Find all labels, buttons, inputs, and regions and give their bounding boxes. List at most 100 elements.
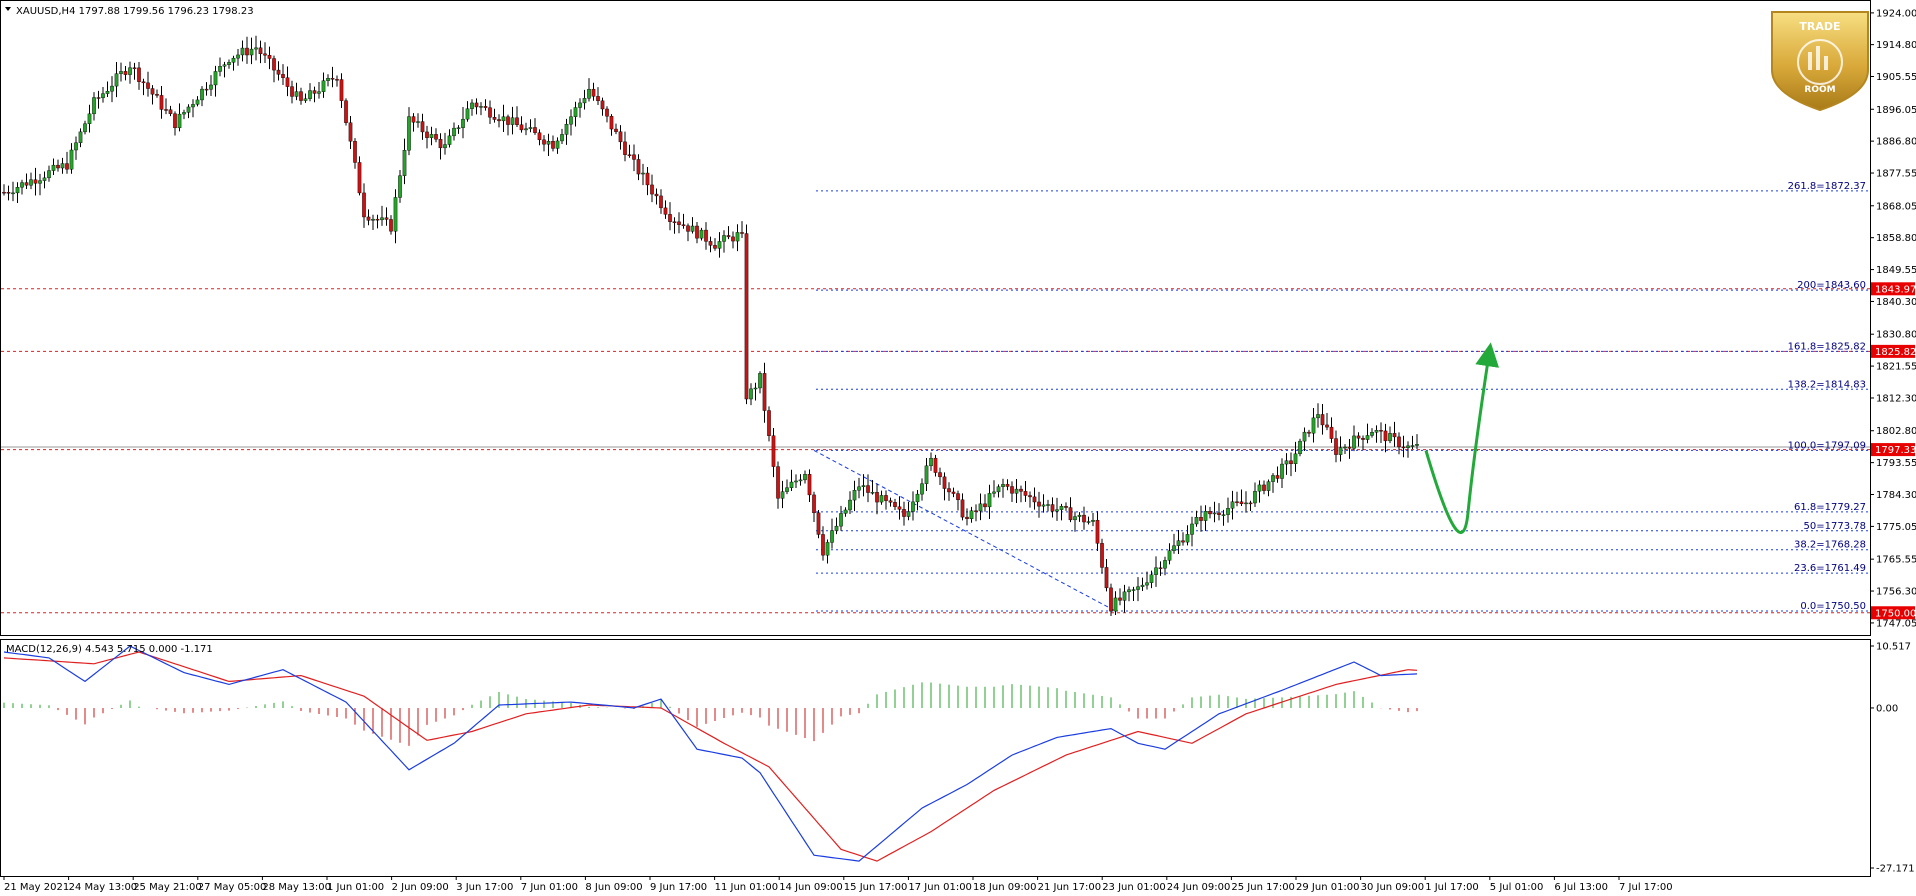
- bull-candle: [578, 102, 582, 108]
- bull-candle: [1194, 517, 1199, 525]
- bear-candle: [339, 79, 344, 101]
- bear-candle: [2, 191, 6, 194]
- bear-candle: [375, 218, 380, 221]
- bear-candle: [713, 245, 717, 249]
- bull-candle: [1343, 446, 1347, 449]
- bear-candle: [1158, 567, 1163, 569]
- bear-candle: [357, 162, 362, 194]
- bull-candle: [524, 128, 528, 131]
- fib-level-label: 23.6=1761.49: [1794, 563, 1866, 574]
- time-tick-label: 5 Jul 01:00: [1490, 882, 1544, 893]
- bear-candle: [1068, 507, 1073, 521]
- bull-candle: [465, 108, 470, 120]
- bear-candle: [663, 207, 668, 215]
- bear-candle: [677, 221, 681, 225]
- price-tick-label: 1924.00: [1876, 8, 1916, 19]
- bull-candle: [213, 71, 218, 86]
- bull-candle: [1149, 574, 1154, 583]
- bull-candle: [1415, 444, 1419, 446]
- bear-candle: [893, 502, 897, 507]
- bull-candle: [87, 113, 92, 124]
- macd-header-text: MACD(12,26,9) 4.543 5.715 0.000 -1.171: [6, 644, 213, 655]
- bull-candle: [128, 67, 132, 75]
- bear-candle: [348, 122, 353, 142]
- dropdown-triangle-icon: [5, 7, 11, 11]
- bear-candle: [1005, 484, 1010, 487]
- bull-candle: [564, 123, 569, 135]
- bull-candle: [1140, 584, 1145, 587]
- price-tick-label: 1821.55: [1876, 362, 1916, 373]
- bear-candle: [344, 100, 348, 123]
- bull-candle: [843, 509, 848, 514]
- bear-candle: [888, 500, 893, 503]
- fib-level-label: 38.2=1768.28: [1794, 540, 1866, 551]
- price-tick-label: 1802.80: [1876, 426, 1916, 437]
- bull-candle: [924, 465, 929, 484]
- price-tick-label: 1905.55: [1876, 72, 1916, 83]
- price-badge-label: 1750.00: [1875, 608, 1916, 619]
- bull-candle: [452, 127, 456, 137]
- svg-text:TRADE: TRADE: [1799, 20, 1840, 33]
- bear-candle: [812, 494, 816, 514]
- time-tick-label: 24 May 13:00: [69, 882, 138, 893]
- bull-candle: [83, 123, 87, 133]
- bear-candle: [168, 109, 173, 114]
- bear-candle: [614, 128, 618, 132]
- bull-candle: [1406, 445, 1410, 448]
- bear-candle: [267, 55, 272, 59]
- bear-candle: [771, 435, 776, 467]
- bear-candle: [983, 503, 987, 508]
- bear-candle: [425, 131, 429, 138]
- bear-candle: [902, 509, 906, 517]
- bull-candle: [690, 225, 695, 232]
- fib-level-label: 50=1773.78: [1804, 521, 1866, 532]
- bear-candle: [875, 492, 879, 503]
- bear-candle: [155, 94, 159, 96]
- bull-candle: [1172, 545, 1176, 551]
- bear-candle: [866, 485, 870, 493]
- bear-candle: [389, 219, 393, 232]
- bull-candle: [573, 107, 578, 117]
- bear-candle: [1095, 519, 1100, 544]
- price-tick-label: 1793.55: [1876, 458, 1916, 469]
- bull-candle: [461, 118, 465, 128]
- bull-candle: [1257, 484, 1262, 492]
- price-tick-label: 1784.30: [1876, 490, 1916, 501]
- bull-candle: [402, 150, 407, 176]
- bear-candle: [1019, 488, 1023, 492]
- bull-candle: [1293, 453, 1298, 465]
- bear-candle: [96, 97, 101, 99]
- bull-candle: [326, 78, 330, 81]
- bear-candle: [650, 184, 654, 195]
- time-tick-label: 14 Jun 09:00: [779, 882, 843, 893]
- bear-candle: [1032, 496, 1037, 503]
- bull-candle: [1212, 512, 1217, 515]
- macd-tick-label: 0.00: [1876, 703, 1898, 714]
- bear-candle: [173, 113, 177, 129]
- bear-candle: [366, 216, 371, 221]
- bear-candle: [1082, 514, 1086, 523]
- bull-candle: [1253, 490, 1257, 504]
- bull-candle: [182, 112, 186, 115]
- bear-candle: [272, 58, 276, 71]
- bull-candle: [303, 98, 308, 101]
- bull-candle: [1311, 417, 1316, 434]
- time-tick-label: 30 Jun 09:00: [1361, 882, 1425, 893]
- bull-candle: [798, 479, 803, 482]
- symbol-header-text: XAUUSD,H4 1797.88 1799.56 1796.23 1798.2…: [16, 6, 254, 17]
- bull-candle: [1230, 501, 1235, 509]
- price-badge: [1871, 443, 1915, 457]
- symbol-header: XAUUSD,H4 1797.88 1799.56 1796.23 1798.2…: [5, 6, 254, 17]
- bull-candle: [1046, 504, 1050, 506]
- bull-candle: [1001, 484, 1005, 487]
- time-tick-label: 28 May 13:00: [262, 882, 331, 893]
- bear-candle: [816, 512, 821, 535]
- bull-candle: [407, 116, 411, 151]
- bull-candle: [308, 90, 312, 99]
- bear-candle: [708, 241, 713, 246]
- bull-candle: [380, 217, 384, 221]
- bear-candle: [204, 88, 209, 91]
- bull-candle: [479, 106, 483, 108]
- bear-candle: [645, 172, 650, 186]
